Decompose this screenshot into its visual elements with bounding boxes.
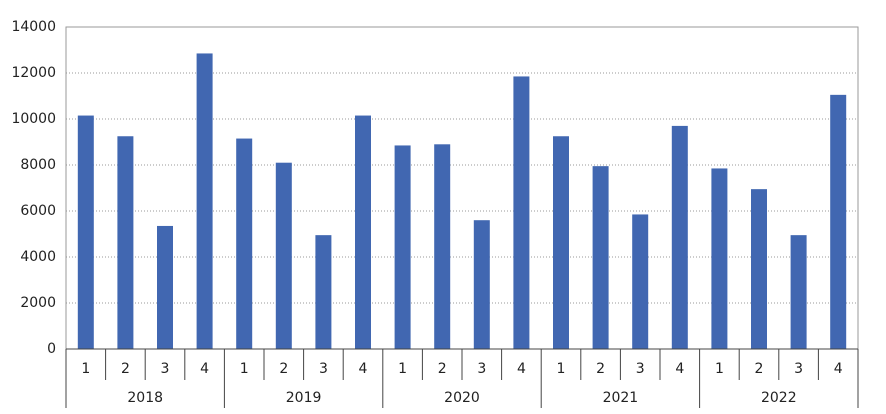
y-tick-label: 10000 (11, 111, 56, 127)
x-tick-label: 3 (161, 361, 170, 377)
bar (157, 225, 173, 349)
x-tick-label: 1 (398, 361, 407, 377)
bar (275, 162, 292, 349)
y-tick-label: 0 (47, 341, 56, 357)
x-tick-label: 2 (121, 361, 130, 377)
bar (434, 144, 451, 349)
bar (315, 235, 332, 349)
group-label: 2018 (127, 390, 163, 406)
plot-frame (65, 26, 859, 350)
x-tick-label: 3 (319, 361, 328, 377)
y-tick-label: 14000 (11, 19, 56, 35)
x-tick-label: 2 (596, 361, 605, 377)
x-tick-label: 3 (636, 361, 645, 377)
y-tick-label: 2000 (20, 295, 56, 311)
group-label: 2020 (444, 390, 480, 406)
bar (592, 166, 609, 349)
bar (513, 76, 530, 349)
x-tick-label: 1 (240, 361, 249, 377)
bar (790, 235, 807, 349)
x-tick-label: 2 (279, 361, 288, 377)
bar (117, 136, 134, 349)
x-tick-label: 4 (834, 361, 843, 377)
bar (553, 136, 569, 349)
bar (671, 125, 688, 350)
bar (77, 115, 94, 349)
bar (394, 145, 411, 349)
group-label: 2019 (286, 390, 322, 406)
group-label: 2021 (603, 390, 639, 406)
x-tick-label: 4 (517, 361, 526, 377)
bar (632, 214, 649, 349)
x-tick-label: 1 (715, 361, 724, 377)
group-label: 2022 (761, 390, 797, 406)
bar (751, 189, 767, 349)
x-tick-label: 4 (675, 361, 684, 377)
x-tick-label: 3 (477, 361, 486, 377)
x-tick-label: 4 (359, 361, 368, 377)
x-tick-label: 2 (438, 361, 447, 377)
bar (830, 94, 847, 349)
bar (236, 138, 253, 349)
bar (711, 168, 728, 349)
y-tick-label: 8000 (20, 157, 56, 173)
x-tick-label: 1 (81, 361, 90, 377)
bar (196, 53, 213, 349)
y-tick-label: 12000 (11, 65, 56, 81)
y-tick-label: 6000 (20, 203, 56, 219)
bar (355, 115, 371, 349)
bar (473, 220, 490, 349)
x-tick-label: 4 (200, 361, 209, 377)
y-tick-label: 4000 (20, 249, 56, 265)
x-tick-label: 1 (557, 361, 566, 377)
x-tick-label: 3 (794, 361, 803, 377)
x-tick-label: 2 (755, 361, 764, 377)
